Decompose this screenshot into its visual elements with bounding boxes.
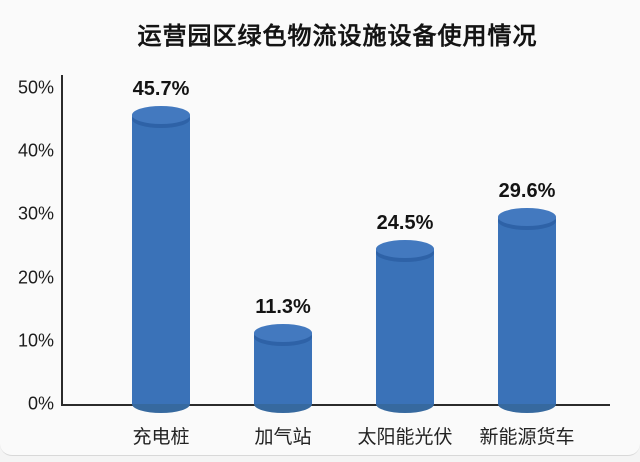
bar-cylinder (254, 323, 312, 413)
y-tick-label: 0% (27, 393, 54, 414)
bar-body (376, 249, 434, 404)
bar-body (132, 115, 190, 404)
bar-value-label: 45.7% (132, 78, 190, 101)
y-tick-label: 40% (17, 140, 54, 161)
x-category-label: 新能源货车 (479, 427, 575, 448)
bar-cylinder (376, 240, 434, 413)
x-category-label: 充电桩 (132, 427, 190, 448)
y-tick-label: 50% (17, 77, 54, 98)
y-tick-label: 10% (17, 330, 54, 351)
bar-cylinder (498, 207, 556, 413)
bar-top-ellipse (132, 106, 190, 125)
bar-top-ellipse (498, 207, 556, 226)
chart-title: 运营园区绿色物流设施设备使用情况 (137, 23, 538, 50)
bar-top-ellipse (376, 240, 434, 259)
y-tick-label: 30% (17, 203, 54, 224)
bar-body (498, 216, 556, 404)
bar-top-ellipse (254, 323, 312, 342)
bar-cylinder (132, 106, 190, 413)
bar-value-label: 11.3% (255, 295, 311, 318)
y-tick-label: 20% (17, 267, 54, 288)
bar-value-label: 24.5% (376, 212, 434, 235)
x-category-label: 加气站 (254, 427, 312, 448)
bar-value-label: 29.6% (498, 179, 556, 202)
x-category-label: 太阳能光伏 (357, 427, 453, 448)
y-axis-line (61, 75, 63, 406)
x-axis-line (61, 404, 610, 406)
